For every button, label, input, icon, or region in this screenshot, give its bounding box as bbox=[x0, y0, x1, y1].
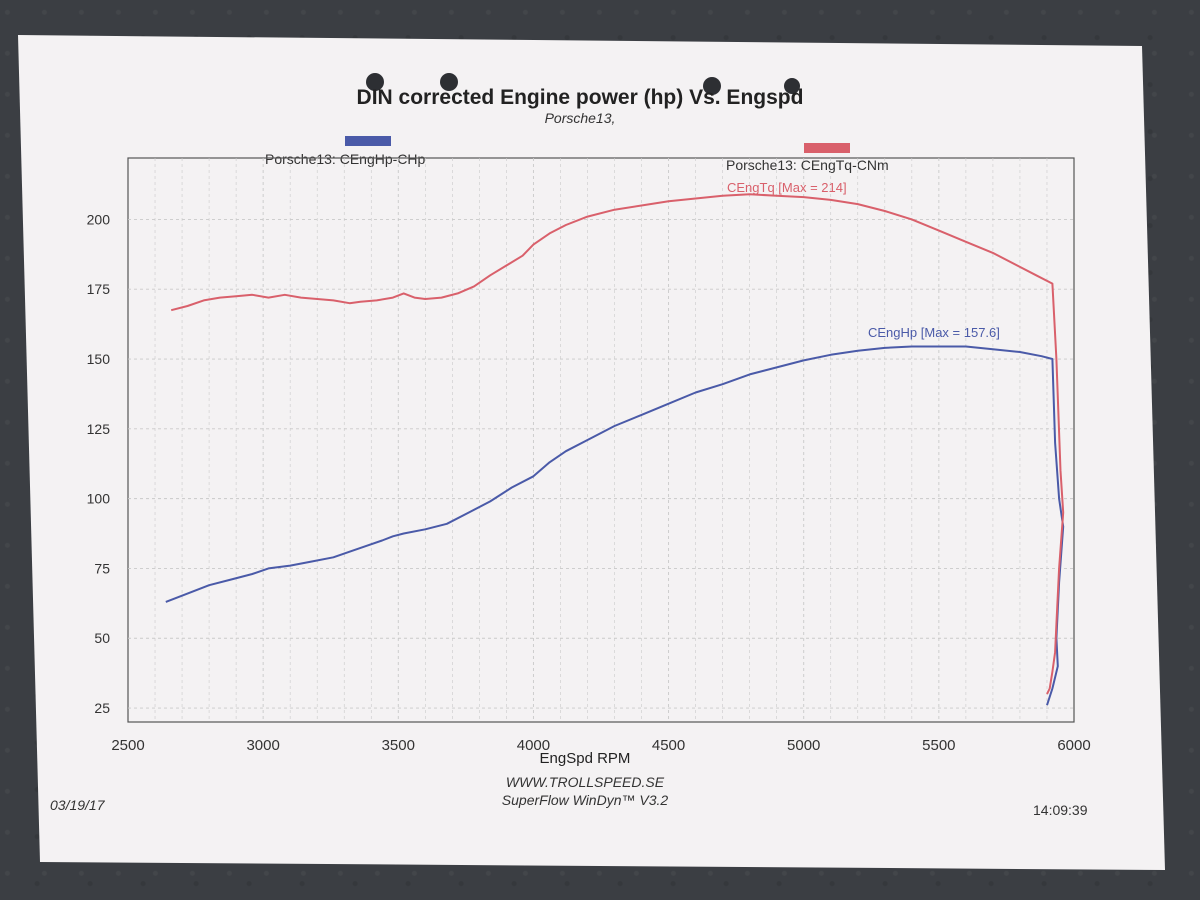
punch-hole bbox=[703, 77, 721, 95]
y-axis-ticks: 25 50 75 100 125 150 175 200 bbox=[87, 211, 111, 716]
y-tick-label: 50 bbox=[94, 630, 110, 646]
series-line-tq bbox=[170, 193, 1065, 695]
y-tick-label: 100 bbox=[87, 491, 111, 507]
x-tick-label: 3500 bbox=[382, 737, 415, 754]
punch-hole bbox=[366, 73, 384, 91]
y-tick-label: 200 bbox=[87, 211, 111, 227]
x-tick-label: 4500 bbox=[652, 737, 685, 754]
chart-title: DIN corrected Engine power (hp) Vs. Engs… bbox=[357, 86, 804, 109]
legend-swatch-tq bbox=[804, 143, 850, 153]
y-tick-label: 75 bbox=[94, 560, 110, 576]
footer-software: SuperFlow WinDyn™ V3.2 bbox=[502, 792, 669, 808]
tq-max-annotation: CEngTq [Max = 214] bbox=[727, 180, 847, 195]
x-tick-label: 3000 bbox=[246, 737, 279, 754]
chart-subtitle: Porsche13, bbox=[545, 110, 616, 126]
x-axis-ticks: 2500 3000 3500 4000 4500 5000 5500 6000 bbox=[111, 737, 1090, 754]
series-group bbox=[165, 193, 1065, 706]
y-tick-label: 25 bbox=[94, 700, 110, 716]
legend-swatch-hp bbox=[345, 136, 391, 146]
hp-max-annotation: CEngHp [Max = 157.6] bbox=[868, 325, 1000, 340]
y-tick-label: 175 bbox=[87, 281, 111, 297]
legend-label-hp: Porsche13: CEngHp-CHp bbox=[265, 151, 426, 167]
x-tick-label: 2500 bbox=[111, 737, 144, 754]
paper-sheet bbox=[18, 35, 1165, 870]
y-tick-label: 125 bbox=[87, 421, 111, 437]
x-tick-label: 5000 bbox=[787, 737, 820, 754]
x-tick-label: 5500 bbox=[922, 737, 955, 754]
footer-site: WWW.TROLLSPEED.SE bbox=[506, 774, 665, 790]
grid-lines bbox=[128, 158, 1074, 722]
x-axis-label: EngSpd RPM bbox=[540, 750, 631, 767]
print-time: 14:09:39 bbox=[1033, 802, 1088, 818]
punch-hole bbox=[784, 78, 800, 94]
punch-hole bbox=[440, 73, 458, 91]
print-date: 03/19/17 bbox=[50, 797, 106, 813]
legend-label-tq: Porsche13: CEngTq-CNm bbox=[726, 157, 889, 173]
y-tick-label: 150 bbox=[87, 351, 111, 367]
x-tick-label: 4000 bbox=[517, 737, 550, 754]
series-line-hp bbox=[165, 345, 1065, 706]
plot-area bbox=[127, 157, 1075, 723]
x-tick-label: 6000 bbox=[1057, 737, 1090, 754]
